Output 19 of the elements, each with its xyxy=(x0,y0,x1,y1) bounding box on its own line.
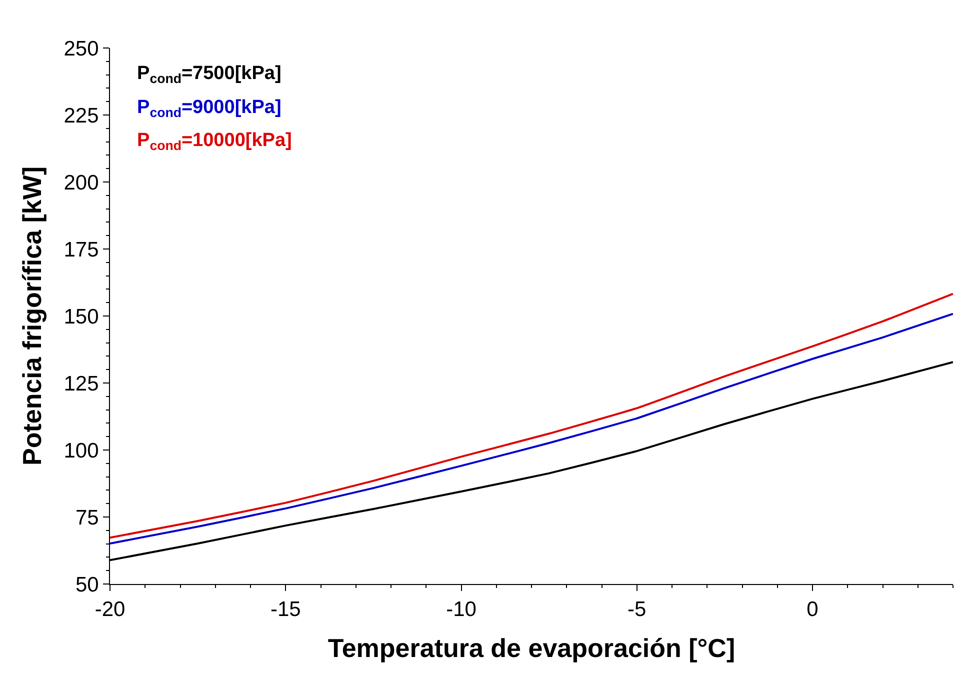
y-tick-label: 125 xyxy=(64,372,99,396)
y-tick-label: 175 xyxy=(64,238,99,262)
y-tick-label: 100 xyxy=(64,439,99,462)
x-tick-label: -10 xyxy=(446,598,476,622)
x-tick-label: -15 xyxy=(270,598,301,622)
y-tick-label: 75 xyxy=(75,506,99,530)
y-tick-label: 50 xyxy=(75,573,99,596)
y-axis-title: Potencia frigorífica [kW] xyxy=(17,166,48,466)
y-tick-label: 150 xyxy=(64,305,99,328)
text: P$_{cond}$=7500[kPa] xyxy=(137,63,282,86)
y-tick-label: 200 xyxy=(64,171,99,194)
x-axis-title: Temperatura de evaporación [°C] xyxy=(328,632,736,663)
y-tick-label: 250 xyxy=(64,37,99,60)
x-tick-label: -20 xyxy=(94,598,126,622)
text: P$_{cond}$=10000[kPa] xyxy=(137,130,292,153)
y-tick-label: 225 xyxy=(64,104,99,128)
x-tick-label: 0 xyxy=(806,598,818,622)
x-tick-label: -5 xyxy=(628,598,646,622)
text: P$_{cond}$=9000[kPa] xyxy=(137,97,282,120)
